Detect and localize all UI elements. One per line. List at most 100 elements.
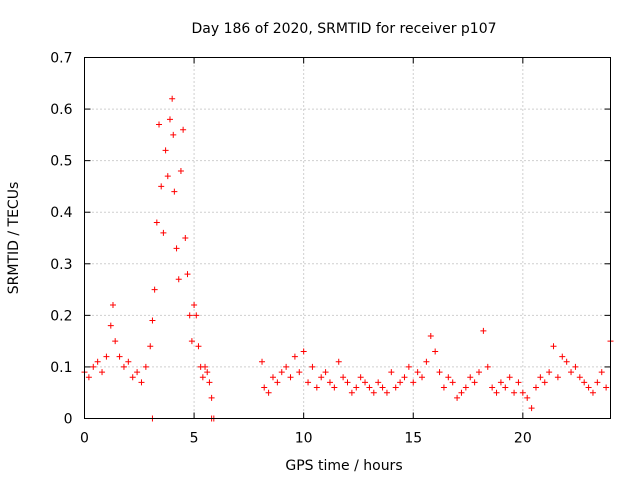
data-point: [550, 343, 557, 350]
data-point: [202, 363, 209, 370]
data-point: [423, 358, 430, 365]
data-point: [563, 358, 570, 365]
data-point: [397, 379, 404, 386]
data-point: [142, 363, 149, 370]
data-point: [392, 384, 399, 391]
data-point: [471, 379, 478, 386]
data-point: [480, 327, 487, 334]
data-point: [138, 379, 145, 386]
data-point: [309, 363, 316, 370]
data-point: [322, 369, 329, 376]
data-point: [180, 126, 187, 133]
data-point: [158, 183, 165, 190]
data-point: [572, 363, 579, 370]
data-point: [419, 374, 426, 381]
data-point: [109, 302, 116, 309]
data-point: [476, 369, 482, 376]
data-point: [410, 379, 417, 386]
data-point: [541, 379, 548, 386]
data-point: [568, 369, 575, 376]
y-tick-label: 0.7: [50, 51, 72, 67]
data-point: [528, 405, 535, 412]
data-point: [274, 379, 281, 386]
y-tick-label: 0.2: [50, 308, 72, 324]
data-point: [344, 379, 351, 386]
data-point: [171, 188, 178, 195]
data-point: [313, 384, 320, 391]
data-point: [585, 384, 592, 391]
data-point: [511, 389, 518, 396]
data-point: [287, 374, 294, 381]
data-point: [370, 389, 377, 396]
data-point: [147, 343, 154, 350]
data-point: [134, 369, 141, 376]
gridlines: [84, 57, 611, 419]
data-point: [199, 374, 206, 381]
data-point: [445, 374, 452, 381]
data-point: [449, 379, 456, 386]
data-points: [81, 95, 614, 422]
data-point: [156, 121, 163, 128]
x-tick-label: 0: [80, 431, 89, 447]
data-point: [186, 312, 193, 319]
data-point: [524, 394, 531, 401]
data-point: [532, 384, 539, 391]
data-point: [193, 312, 200, 319]
data-point: [489, 384, 496, 391]
data-point: [283, 363, 290, 370]
data-point: [120, 363, 127, 370]
data-point: [546, 369, 553, 376]
data-point: [497, 379, 504, 386]
data-point: [458, 389, 465, 396]
data-point: [164, 173, 171, 180]
data-point: [182, 235, 189, 241]
data-point: [206, 379, 213, 386]
data-point: [598, 369, 605, 376]
y-tick-label: 0.5: [50, 154, 72, 170]
data-point: [502, 384, 509, 391]
data-point: [162, 147, 169, 154]
data-point: [112, 338, 119, 345]
data-point: [94, 358, 101, 365]
data-point: [188, 338, 195, 345]
data-point: [581, 379, 588, 386]
data-point: [184, 271, 191, 278]
data-point: [261, 384, 268, 391]
y-tick-label: 0: [64, 412, 73, 428]
data-point: [259, 358, 266, 365]
data-point: [506, 374, 513, 381]
data-point: [427, 332, 434, 339]
data-point: [107, 322, 114, 329]
data-point: [166, 116, 173, 123]
data-point: [103, 353, 110, 360]
data-point: [559, 353, 566, 360]
data-point: [405, 363, 412, 370]
data-point: [149, 317, 156, 324]
data-point: [129, 374, 136, 381]
data-point: [278, 369, 285, 376]
x-tick-label: 5: [190, 431, 199, 447]
data-point: [335, 358, 342, 365]
data-point: [300, 348, 307, 355]
data-point: [388, 369, 395, 376]
data-point: [116, 353, 123, 360]
data-point: [440, 384, 447, 391]
data-point: [366, 384, 373, 391]
data-point: [326, 379, 333, 386]
data-point: [331, 384, 338, 391]
chart-title: Day 186 of 2020, SRMTID for receiver p10…: [191, 21, 496, 37]
data-point: [493, 389, 500, 396]
data-point: [151, 286, 158, 293]
data-point: [515, 379, 522, 386]
x-tick-label: 10: [295, 431, 313, 447]
data-point: [305, 379, 312, 386]
data-point: [265, 389, 272, 396]
y-axis-title: SRMTID / TECUs: [6, 182, 22, 295]
data-point: [462, 384, 469, 391]
data-point: [519, 389, 526, 396]
data-point: [191, 302, 198, 309]
data-point: [603, 384, 610, 391]
data-point: [296, 369, 303, 376]
data-point: [484, 363, 491, 370]
data-point: [208, 394, 215, 401]
